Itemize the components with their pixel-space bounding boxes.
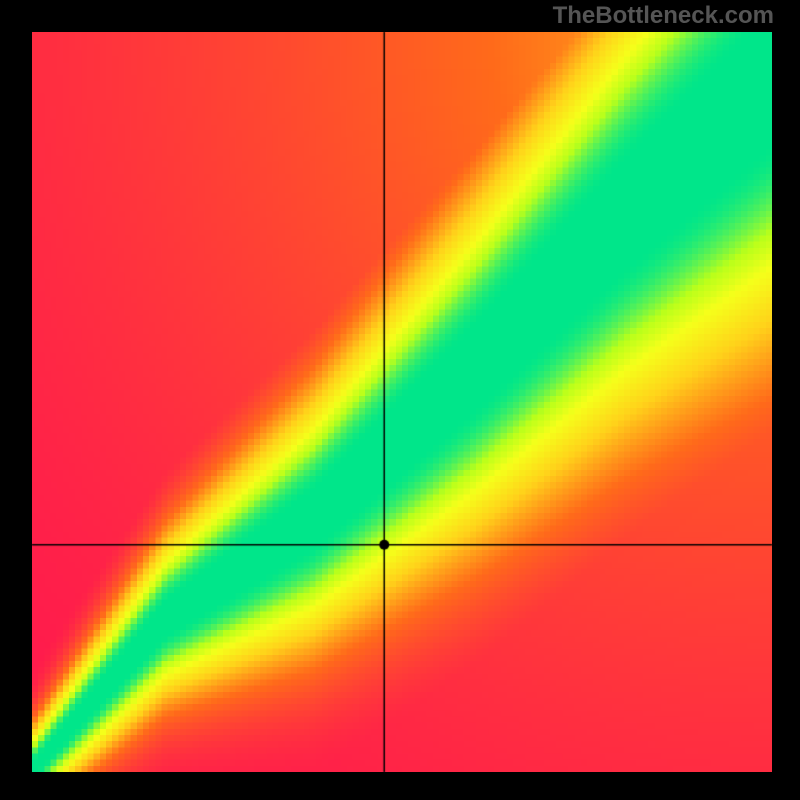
chart-container: TheBottleneck.com [0,0,800,800]
watermark-text: TheBottleneck.com [553,2,774,30]
overlay-canvas [0,0,800,800]
